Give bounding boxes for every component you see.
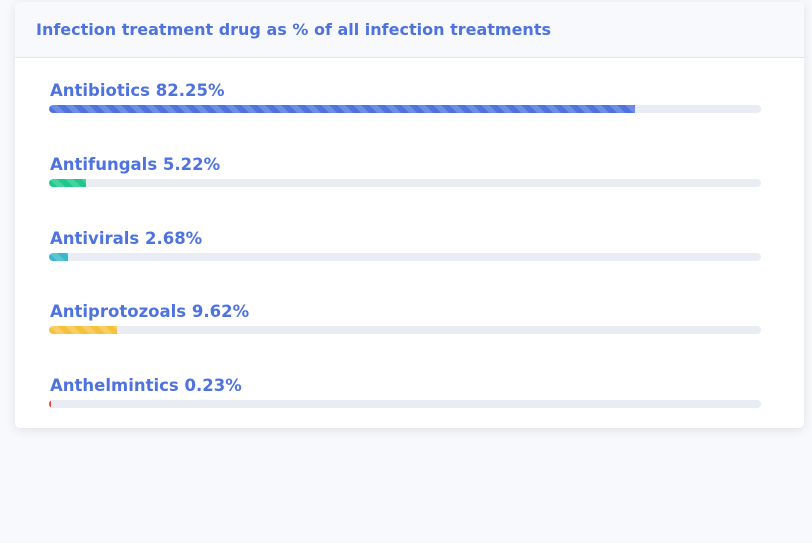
card-header: Infection treatment drug as % of all inf… xyxy=(15,2,804,58)
progress-fill-antibiotics xyxy=(49,105,635,113)
card-title: Infection treatment drug as % of all inf… xyxy=(36,20,551,39)
progress-label-antiprotozoals: Antiprotozoals 9.62% xyxy=(50,302,250,321)
progress-label-antivirals: Antivirals 2.68% xyxy=(50,229,203,248)
progress-label-antibiotics: Antibiotics 82.25% xyxy=(50,81,225,100)
progress-label-anthelmintics: Anthelmintics 0.23% xyxy=(50,376,242,395)
progress-fill-anthelmintics xyxy=(49,400,52,408)
progress-label-antifungals: Antifungals 5.22% xyxy=(50,155,221,174)
progress-track-antibiotics xyxy=(49,105,761,113)
progress-track-anthelmintics xyxy=(49,400,761,408)
progress-track-antifungals xyxy=(49,179,761,187)
progress-track-antivirals xyxy=(49,253,761,261)
progress-fill-antivirals xyxy=(49,253,69,261)
progress-fill-antifungals xyxy=(49,179,87,187)
progress-track-antiprotozoals xyxy=(49,326,761,334)
drug-share-card: Infection treatment drug as % of all inf… xyxy=(15,2,804,428)
progress-fill-antiprotozoals xyxy=(49,326,118,334)
